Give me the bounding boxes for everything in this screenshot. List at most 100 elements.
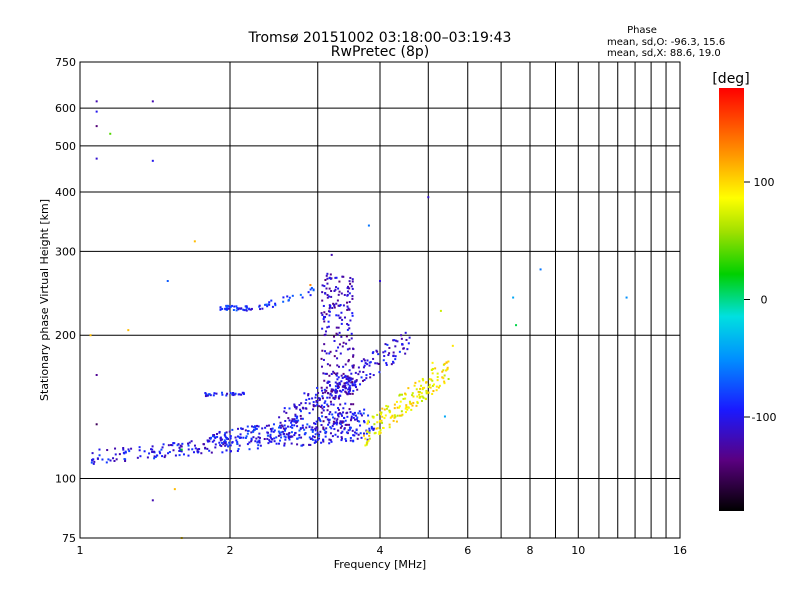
data-point bbox=[430, 368, 433, 371]
data-point bbox=[258, 439, 261, 442]
data-point bbox=[368, 437, 371, 440]
data-point bbox=[392, 339, 395, 342]
data-point bbox=[288, 438, 291, 441]
data-point bbox=[200, 452, 203, 455]
data-point bbox=[295, 407, 298, 410]
data-point bbox=[367, 414, 370, 417]
data-point bbox=[360, 414, 363, 417]
data-point bbox=[167, 444, 170, 447]
data-point bbox=[418, 380, 421, 383]
data-point bbox=[268, 440, 271, 443]
data-point bbox=[421, 377, 424, 380]
data-point bbox=[323, 316, 326, 319]
data-point bbox=[296, 443, 299, 446]
data-point bbox=[362, 366, 365, 369]
data-point bbox=[344, 438, 347, 441]
data-point bbox=[329, 411, 332, 414]
data-point bbox=[436, 379, 439, 382]
data-point bbox=[362, 432, 365, 435]
data-point bbox=[95, 100, 98, 103]
data-point bbox=[318, 418, 321, 421]
data-point bbox=[350, 337, 353, 340]
data-point bbox=[316, 399, 319, 402]
data-point bbox=[311, 428, 314, 431]
data-point bbox=[277, 434, 280, 437]
data-point bbox=[320, 424, 323, 427]
data-point bbox=[223, 441, 226, 444]
data-point bbox=[364, 444, 367, 447]
data-point bbox=[265, 424, 268, 427]
data-point bbox=[323, 405, 326, 408]
data-point bbox=[353, 418, 356, 421]
data-point bbox=[359, 432, 362, 435]
data-point bbox=[340, 414, 343, 417]
data-point bbox=[153, 457, 156, 460]
data-point bbox=[332, 335, 335, 338]
data-point bbox=[253, 428, 256, 431]
data-point bbox=[336, 385, 339, 388]
data-point bbox=[350, 415, 353, 418]
data-point bbox=[298, 429, 301, 432]
data-point bbox=[309, 294, 312, 297]
data-point bbox=[234, 392, 237, 395]
data-point bbox=[387, 354, 390, 357]
data-point bbox=[412, 401, 415, 404]
data-point bbox=[402, 347, 405, 350]
y-axis-label: Stationary phase Virtual Height [km] bbox=[38, 199, 51, 401]
data-point bbox=[220, 391, 223, 394]
data-point bbox=[394, 415, 397, 418]
data-point bbox=[236, 441, 239, 444]
data-point bbox=[348, 287, 351, 290]
data-point bbox=[317, 391, 320, 394]
data-point bbox=[380, 411, 383, 414]
data-point bbox=[293, 434, 296, 437]
data-point bbox=[293, 420, 296, 423]
data-point bbox=[247, 429, 250, 432]
data-point bbox=[324, 350, 327, 353]
data-point bbox=[343, 428, 346, 431]
data-point bbox=[347, 378, 350, 381]
data-point bbox=[368, 429, 371, 432]
data-point bbox=[171, 444, 174, 447]
data-point bbox=[351, 347, 354, 350]
data-point bbox=[95, 157, 98, 160]
data-point bbox=[352, 384, 355, 387]
data-point bbox=[351, 392, 354, 395]
data-point bbox=[325, 287, 328, 290]
data-point bbox=[259, 444, 262, 447]
data-point bbox=[349, 282, 352, 285]
data-point bbox=[441, 376, 444, 379]
data-point bbox=[431, 361, 434, 364]
data-point bbox=[352, 403, 355, 406]
data-point bbox=[267, 442, 270, 445]
data-point bbox=[374, 431, 377, 434]
data-point bbox=[339, 394, 342, 397]
data-point bbox=[106, 449, 109, 452]
data-point bbox=[229, 435, 232, 438]
data-point bbox=[229, 391, 232, 394]
data-point bbox=[339, 412, 342, 415]
data-point bbox=[334, 390, 337, 393]
data-point bbox=[396, 414, 399, 417]
data-point bbox=[305, 426, 308, 429]
data-point bbox=[310, 286, 313, 289]
data-point bbox=[348, 376, 351, 379]
data-point bbox=[393, 407, 396, 410]
data-point bbox=[351, 429, 354, 432]
data-point bbox=[416, 401, 419, 404]
data-point bbox=[366, 359, 369, 362]
data-point bbox=[321, 365, 324, 368]
data-point bbox=[297, 419, 300, 422]
data-point bbox=[377, 362, 380, 365]
data-point bbox=[425, 390, 428, 393]
data-point bbox=[388, 346, 391, 349]
data-point bbox=[330, 390, 333, 393]
data-point bbox=[432, 383, 435, 386]
data-point bbox=[355, 429, 358, 432]
data-point bbox=[284, 427, 287, 430]
phase-info: Phase mean, sd,O: -96.3, 15.6 mean, sd,X… bbox=[607, 25, 725, 59]
data-point bbox=[288, 407, 291, 410]
data-point bbox=[431, 372, 434, 375]
data-point bbox=[348, 386, 351, 389]
data-point bbox=[206, 439, 209, 442]
